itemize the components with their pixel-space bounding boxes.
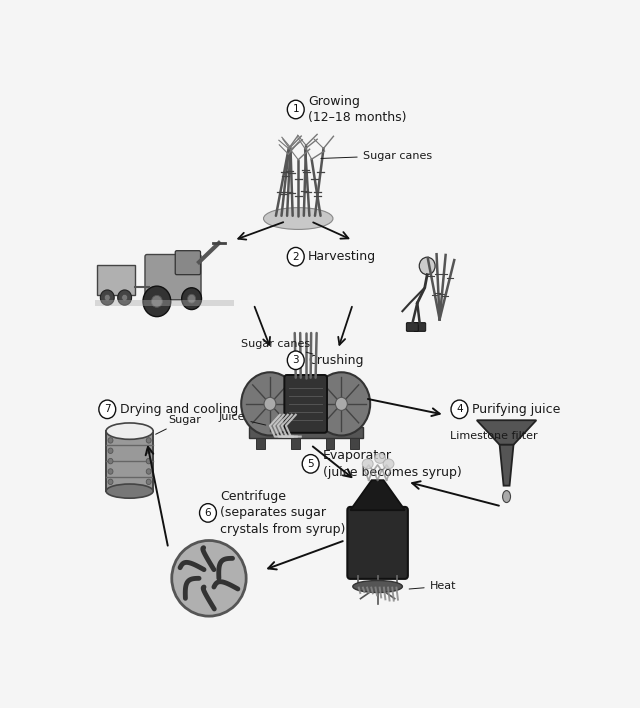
FancyBboxPatch shape xyxy=(175,251,200,275)
Circle shape xyxy=(146,458,151,464)
Circle shape xyxy=(312,372,370,435)
Ellipse shape xyxy=(502,491,511,503)
Text: 4: 4 xyxy=(456,404,463,414)
Text: Juice: Juice xyxy=(219,412,266,425)
FancyBboxPatch shape xyxy=(414,323,426,331)
Circle shape xyxy=(146,479,151,484)
Text: Sugar canes: Sugar canes xyxy=(321,151,432,161)
Circle shape xyxy=(108,448,113,454)
Ellipse shape xyxy=(106,484,153,498)
Polygon shape xyxy=(350,480,405,510)
Text: Sugar canes: Sugar canes xyxy=(241,338,313,354)
Circle shape xyxy=(122,295,127,301)
Ellipse shape xyxy=(353,581,403,593)
Circle shape xyxy=(108,458,113,464)
FancyBboxPatch shape xyxy=(350,438,359,449)
Text: 7: 7 xyxy=(104,404,111,414)
Circle shape xyxy=(118,290,132,305)
Circle shape xyxy=(182,287,202,309)
Text: Evaporator
(juice becomes syrup): Evaporator (juice becomes syrup) xyxy=(323,449,462,479)
Circle shape xyxy=(104,295,110,301)
Ellipse shape xyxy=(374,454,385,463)
Text: Sugar: Sugar xyxy=(156,415,201,434)
Circle shape xyxy=(108,469,113,474)
Circle shape xyxy=(188,295,196,303)
Text: Limestone filter: Limestone filter xyxy=(449,431,537,441)
FancyBboxPatch shape xyxy=(97,265,134,295)
FancyBboxPatch shape xyxy=(348,507,408,579)
Circle shape xyxy=(108,479,113,484)
Circle shape xyxy=(152,295,163,307)
Text: 2: 2 xyxy=(292,251,299,262)
Text: Drying and cooling: Drying and cooling xyxy=(120,403,238,416)
Circle shape xyxy=(241,372,299,435)
Ellipse shape xyxy=(383,459,394,469)
Polygon shape xyxy=(477,421,536,445)
Circle shape xyxy=(335,397,348,411)
Circle shape xyxy=(108,438,113,443)
FancyBboxPatch shape xyxy=(249,427,363,438)
FancyBboxPatch shape xyxy=(291,438,300,449)
Circle shape xyxy=(451,400,468,418)
Ellipse shape xyxy=(172,540,246,616)
Text: 1: 1 xyxy=(292,105,299,115)
Text: Heat: Heat xyxy=(409,581,456,591)
FancyBboxPatch shape xyxy=(326,438,335,449)
Text: Growing
(12–18 months): Growing (12–18 months) xyxy=(308,95,406,124)
Circle shape xyxy=(419,257,435,275)
Circle shape xyxy=(200,503,216,523)
Circle shape xyxy=(287,351,304,370)
Text: 5: 5 xyxy=(307,459,314,469)
FancyBboxPatch shape xyxy=(406,323,419,331)
Circle shape xyxy=(143,286,171,316)
Polygon shape xyxy=(500,445,513,486)
Circle shape xyxy=(100,290,114,305)
Circle shape xyxy=(287,247,304,266)
Text: Centrifuge
(separates sugar
crystals from syrup): Centrifuge (separates sugar crystals fro… xyxy=(220,490,345,536)
FancyBboxPatch shape xyxy=(145,254,201,299)
Circle shape xyxy=(264,397,276,411)
Circle shape xyxy=(146,448,151,454)
Ellipse shape xyxy=(362,459,373,469)
Text: Crushing: Crushing xyxy=(308,354,364,367)
Text: 3: 3 xyxy=(292,355,299,365)
Circle shape xyxy=(146,469,151,474)
Ellipse shape xyxy=(106,423,153,439)
FancyBboxPatch shape xyxy=(256,438,265,449)
Circle shape xyxy=(302,455,319,473)
Ellipse shape xyxy=(264,207,333,229)
FancyBboxPatch shape xyxy=(106,431,153,491)
Circle shape xyxy=(287,101,304,119)
Circle shape xyxy=(99,400,116,418)
Circle shape xyxy=(146,438,151,443)
Text: Harvesting: Harvesting xyxy=(308,250,376,263)
Text: 6: 6 xyxy=(205,508,211,518)
Text: Purifying juice: Purifying juice xyxy=(472,403,560,416)
FancyBboxPatch shape xyxy=(284,375,327,433)
